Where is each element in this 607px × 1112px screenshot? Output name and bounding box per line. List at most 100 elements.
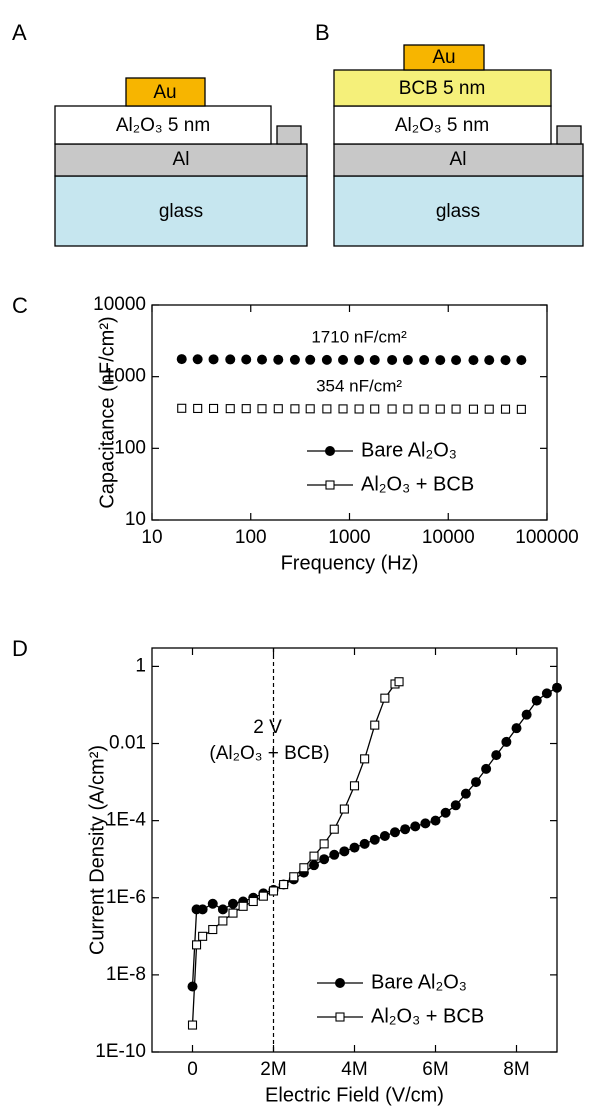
marker	[419, 404, 429, 414]
marker	[309, 860, 319, 871]
marker	[193, 403, 203, 414]
marker	[349, 781, 360, 791]
annotation: 1710 nF/cm²	[311, 327, 407, 346]
layer-label: BCB 5 nm	[399, 78, 486, 99]
panel-label: B	[315, 20, 330, 45]
layer-label: Al	[173, 149, 190, 170]
x-axis-label: Electric Field (V/cm)	[265, 1084, 444, 1106]
marker	[349, 842, 360, 853]
x-tick-label: 6M	[422, 1059, 448, 1080]
legend-label: Bare Al₂O₃	[371, 971, 467, 993]
marker	[268, 886, 279, 896]
x-axis-label: Frequency (Hz)	[281, 552, 419, 574]
marker	[217, 904, 228, 915]
marker	[321, 354, 332, 365]
marker	[360, 754, 370, 764]
y-tick-label: 1E-4	[106, 810, 147, 831]
marker	[403, 404, 413, 414]
marker	[511, 723, 522, 734]
marker	[481, 763, 492, 774]
marker	[289, 354, 300, 365]
marker	[208, 354, 219, 365]
marker	[484, 404, 494, 414]
x-tick-label: 1000	[328, 527, 370, 548]
marker	[299, 863, 309, 873]
y-tick-label: 1000	[104, 366, 146, 387]
marker	[430, 815, 441, 826]
panel-label: C	[12, 293, 28, 318]
marker	[208, 403, 219, 414]
marker	[273, 404, 283, 414]
marker	[338, 354, 349, 365]
marker	[309, 851, 319, 861]
y-tick-label: 10000	[93, 294, 146, 315]
legend-label: Al₂O₃ + BCB	[361, 473, 474, 495]
marker	[248, 896, 258, 907]
marker	[228, 898, 238, 909]
legend-marker	[325, 480, 335, 490]
marker	[435, 355, 446, 366]
marker	[258, 891, 268, 901]
marker	[192, 354, 203, 365]
legend-marker	[335, 978, 345, 988]
panel-label: A	[12, 20, 27, 45]
marker	[531, 695, 542, 706]
al-layer	[333, 143, 584, 177]
marker	[435, 404, 445, 414]
marker	[208, 924, 218, 935]
marker	[218, 916, 228, 926]
marker	[521, 709, 532, 720]
layer-label: Al₂O₃ 5 nm	[395, 115, 489, 136]
marker	[359, 838, 370, 849]
oxide-layer	[333, 105, 552, 145]
marker	[177, 403, 187, 413]
marker	[410, 821, 421, 832]
marker	[329, 824, 339, 834]
contact	[556, 125, 582, 145]
x-tick-label: 10	[141, 527, 162, 548]
y-tick-label: 10	[125, 509, 146, 530]
marker	[339, 804, 349, 814]
annotation: (Al₂O₃ + BCB)	[209, 743, 329, 764]
marker	[257, 404, 267, 414]
legend-label: Bare Al₂O₃	[361, 439, 457, 461]
x-tick-label: 4M	[341, 1059, 367, 1080]
au-layer	[125, 77, 206, 107]
x-tick-label: 100	[235, 527, 267, 548]
marker	[370, 404, 380, 414]
marker	[491, 750, 502, 761]
glass-layer	[54, 175, 308, 247]
y-tick-label: 0.01	[109, 733, 146, 754]
marker	[541, 688, 552, 699]
marker	[338, 404, 348, 414]
y-tick-label: 1E-6	[106, 887, 146, 908]
marker	[187, 1020, 198, 1030]
layer-label: Al	[450, 149, 467, 170]
x-tick-label: 10000	[422, 527, 475, 548]
marker	[187, 981, 198, 992]
marker	[420, 818, 431, 829]
marker	[273, 354, 284, 365]
y-tick-label: 1	[135, 655, 146, 676]
marker	[552, 682, 562, 693]
contact	[276, 125, 302, 145]
marker	[369, 834, 380, 845]
layer-label: Au	[432, 47, 455, 68]
x-tick-label: 100000	[515, 527, 578, 548]
legend-marker	[335, 1012, 345, 1022]
marker	[500, 355, 511, 366]
marker	[290, 404, 300, 414]
marker	[380, 693, 390, 703]
marker	[468, 404, 479, 414]
legend-label: Al₂O₃ + BCB	[371, 1005, 484, 1027]
marker	[228, 908, 238, 918]
series-line	[191, 681, 400, 1026]
marker	[440, 807, 451, 818]
marker	[400, 824, 411, 835]
x-tick-label: 8M	[503, 1059, 529, 1080]
marker	[305, 354, 316, 365]
marker	[329, 849, 340, 860]
marker	[484, 355, 495, 366]
